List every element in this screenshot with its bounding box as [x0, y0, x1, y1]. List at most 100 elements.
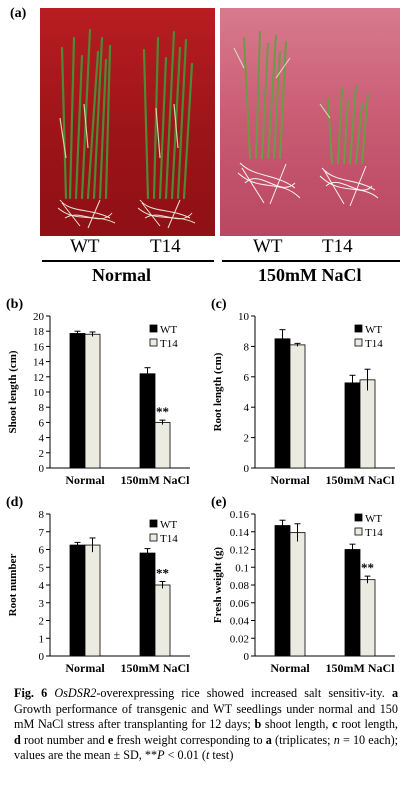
- figure-caption: Fig. 6 OsDSR2-overexpressing rice showed…: [14, 686, 398, 764]
- y-tick-label: 2: [39, 448, 45, 460]
- legend-label: WT: [365, 324, 382, 336]
- bar-t14: [289, 532, 306, 657]
- y-tick-label: 2: [244, 433, 250, 445]
- legend-swatch-wt: [149, 324, 158, 333]
- legend-swatch-wt: [354, 513, 363, 522]
- salt-condition-label: 150mM NaCl: [258, 265, 362, 285]
- caption-tail-3: < 0.01 (: [167, 748, 206, 762]
- bar-t14: [154, 421, 171, 469]
- bar-t14: [289, 344, 306, 469]
- caption-key-a2: a: [265, 732, 272, 747]
- y-tick-label: 10: [238, 311, 250, 323]
- y-tick-label: 2: [39, 616, 45, 628]
- caption-t: t: [205, 748, 210, 762]
- bar-wt: [139, 552, 156, 657]
- y-tick-label: 0.02: [230, 633, 249, 645]
- x-category-label: 150mM NaCl: [326, 661, 396, 675]
- caption-n: n: [333, 732, 340, 747]
- bar-t14: [84, 333, 101, 469]
- y-tick-label: 8: [39, 402, 45, 414]
- salt-t14-label: T14: [322, 236, 353, 257]
- caption-tail-2: = 10 each); values are the mean ± SD, **: [14, 732, 399, 763]
- y-tick-label: 0.14: [230, 527, 250, 539]
- panel-a-label: (a): [10, 6, 27, 21]
- legend-swatch-t14: [149, 338, 158, 347]
- bar-wt: [69, 544, 86, 657]
- root-number-chart: (d) 0 1 2 3 4 5 6 7 8 Root number Normal ** 150mM NaC…: [6, 495, 190, 675]
- y-tick-label: 0: [244, 463, 250, 475]
- shoot-length-chart: (b) 0 2 4 6 8 10 12 14 16 18 20 Shoot length (cm) Nor…: [6, 297, 191, 487]
- significance-label: **: [361, 560, 374, 575]
- legend-label: WT: [160, 324, 177, 336]
- caption-key-a: a: [391, 686, 399, 700]
- caption-text-a: Growth performance of transgenic and WT …: [14, 701, 398, 732]
- legend-label: T14: [160, 338, 178, 350]
- caption-tail-4: test): [212, 748, 234, 762]
- normal-wt-label: WT: [70, 236, 100, 257]
- salt-seedlings-photo: [220, 8, 400, 236]
- y-axis-label: Root number: [7, 554, 19, 617]
- y-tick-label: 4: [39, 580, 45, 592]
- salt-wt-label: WT: [253, 236, 283, 257]
- bar-t14: [359, 379, 376, 469]
- x-category-label: Normal: [65, 473, 105, 487]
- panel-label: (b): [6, 297, 23, 312]
- bar-wt: [344, 382, 361, 469]
- x-category-label: Normal: [270, 473, 310, 487]
- x-category-label: 150mM NaCl: [326, 473, 396, 487]
- legend-label: T14: [365, 527, 383, 539]
- y-tick-label: 20: [33, 311, 45, 323]
- y-tick-label: 14: [33, 357, 45, 369]
- y-tick-label: 4: [244, 402, 250, 414]
- y-tick-label: 3: [39, 598, 45, 610]
- y-tick-label: 8: [39, 509, 45, 521]
- y-tick-label: 12: [33, 372, 44, 384]
- legend-swatch-t14: [149, 533, 158, 542]
- y-tick-label: 6: [39, 417, 45, 429]
- y-tick-label: 0: [39, 651, 45, 663]
- x-category-label: 150mM NaCl: [121, 473, 191, 487]
- y-tick-label: 6: [244, 372, 250, 384]
- y-tick-label: 0.06: [230, 598, 250, 610]
- panel-label: (c): [211, 297, 227, 312]
- y-axis-label: Fresh weight (g): [212, 547, 224, 624]
- y-axis-label: Root length (cm): [212, 352, 224, 431]
- caption-text-c: root length,: [341, 717, 398, 731]
- caption-tail-1: (triplicates;: [275, 732, 331, 747]
- caption-key-e: e: [107, 732, 114, 747]
- y-tick-label: 18: [33, 326, 45, 338]
- caption-text-e: fresh weight corresponding to: [116, 732, 263, 747]
- y-tick-label: 1: [39, 633, 45, 645]
- caption-title: -overexpressing rice showed increased sa…: [96, 686, 385, 700]
- significance-label: **: [156, 565, 169, 580]
- y-tick-label: 0.16: [230, 509, 250, 521]
- x-category-label: Normal: [270, 661, 310, 675]
- caption-p: P: [157, 748, 165, 762]
- bar-wt: [344, 549, 361, 657]
- normal-condition-label: Normal: [92, 265, 151, 285]
- y-tick-label: 7: [39, 527, 45, 539]
- significance-label: **: [156, 404, 169, 419]
- y-axis-label: Shoot length (cm): [7, 350, 19, 433]
- y-tick-label: 0.08: [230, 580, 250, 592]
- legend-swatch-wt: [354, 324, 363, 333]
- panel-label: (e): [211, 495, 227, 510]
- y-tick-label: 0: [39, 463, 45, 475]
- caption-fig-label: Fig. 6: [14, 686, 48, 700]
- y-tick-label: 8: [244, 341, 250, 353]
- caption-text-b: shoot length,: [264, 717, 329, 731]
- normal-t14-label: T14: [150, 236, 181, 257]
- caption-gene: OsDSR2: [54, 686, 97, 700]
- salt-group-rule: [222, 260, 400, 262]
- legend-swatch-wt: [149, 519, 158, 528]
- bar-wt: [274, 525, 291, 657]
- y-tick-label: 16: [33, 341, 45, 353]
- y-tick-label: 0.1: [235, 562, 249, 574]
- y-tick-label: 6: [39, 545, 45, 557]
- normal-seedlings-photo: [40, 8, 215, 236]
- caption-text-d: root number and: [23, 732, 105, 747]
- legend-swatch-t14: [354, 527, 363, 536]
- root-length-chart: (c) 0 2 4 6 8 10 Root length (cm) Normal 150mM Na…: [211, 297, 396, 487]
- normal-group-rule: [42, 260, 214, 262]
- y-tick-label: 4: [39, 433, 45, 445]
